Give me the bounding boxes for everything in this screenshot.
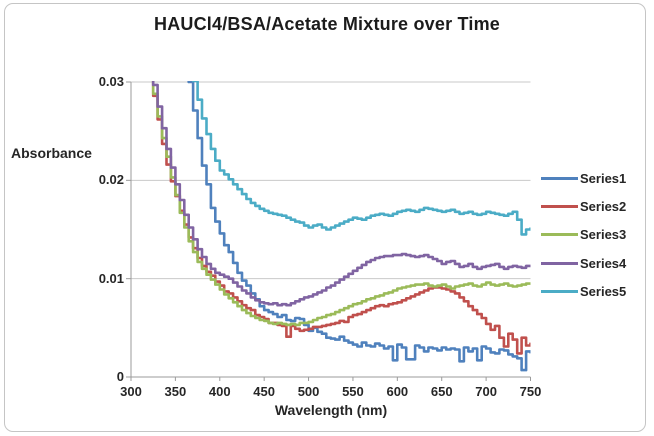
x-tick-label: 450	[253, 384, 275, 399]
y-tick-label: 0	[116, 369, 124, 384]
y-tick-label: 0.02	[98, 172, 124, 188]
x-tick-label: 550	[342, 384, 364, 399]
series-lines	[151, 81, 531, 372]
x-tick-label: 600	[386, 384, 409, 399]
x-tick-label: 300	[120, 384, 142, 399]
x-tick-label: 500	[297, 384, 320, 399]
gridlines	[131, 81, 531, 280]
y-axis-title: Absorbance	[11, 145, 92, 161]
y-axis-tick-labels: 0 0.01 0.02 0.03	[60, 0, 124, 436]
chart-title: HAUCl4/BSA/Acetate Mixture over Time	[154, 14, 500, 34]
x-tick-label: 350	[164, 384, 187, 399]
x-tick-label: 400	[208, 384, 231, 399]
x-tick-label: 650	[430, 384, 453, 399]
series-line-series1	[187, 81, 531, 372]
series-line-series3	[151, 81, 531, 327]
series-line-series2	[151, 81, 531, 355]
series-line-series4	[151, 81, 531, 307]
x-tick-label: 750	[519, 384, 542, 399]
series-line-series5	[191, 81, 531, 236]
y-tick-label: 0.01	[98, 270, 124, 286]
y-tick-label: 0.03	[98, 74, 124, 89]
axes	[126, 81, 531, 381]
x-axis-title: Wavelength (nm)	[274, 402, 388, 418]
x-tick-label: 700	[475, 384, 497, 399]
x-axis-tick-labels: 300 350 400 450 500 550 600 650 700 750	[0, 384, 654, 402]
